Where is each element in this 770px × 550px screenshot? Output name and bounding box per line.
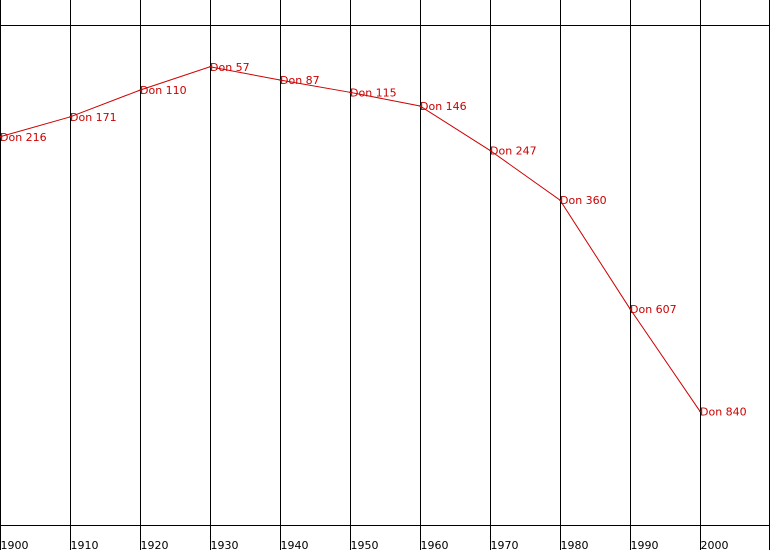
x-tick-label-2000: 2000: [701, 539, 729, 550]
series-point-1940: [279, 79, 281, 81]
x-tick-label-1970: 1970: [491, 539, 519, 550]
point-label-1970: Don 247: [490, 144, 537, 157]
series-point-1930: [209, 66, 211, 68]
series-point-1960: [419, 105, 421, 107]
point-label-1930: Don 57: [210, 61, 250, 74]
x-tick-label-1910: 1910: [71, 539, 99, 550]
point-label-1960: Don 146: [420, 100, 467, 113]
point-label-2000: Don 840: [700, 405, 747, 418]
series-point-1950: [349, 91, 351, 94]
series-point-1990: [629, 308, 631, 310]
point-label-1920: Don 110: [140, 84, 187, 97]
x-tick-label-1960: 1960: [421, 539, 449, 550]
point-label-1990: Don 607: [630, 303, 677, 316]
point-label-1950: Don 115: [350, 86, 397, 99]
x-tick-label-1950: 1950: [351, 539, 379, 550]
x-tick-label-1920: 1920: [141, 539, 169, 550]
series-point-1970: [489, 149, 491, 152]
point-label-1910: Don 171: [70, 111, 117, 124]
chart-series: [0, 66, 701, 413]
point-label-1980: Don 360: [560, 194, 607, 207]
x-tick-label-1990: 1990: [631, 539, 659, 550]
series-point-1900: [0, 135, 1, 138]
chart-x-tick-labels: 1900 1910 1920 1930 1940 1950 1960 1970 1980 1990…: [1, 539, 729, 550]
chart-point-labels: Don 216 Don 171 Don 110 Don 57 Don 87 Don 115…: [0, 61, 747, 419]
point-label-1900: Don 216: [0, 131, 47, 144]
x-tick-label-1940: 1940: [281, 539, 309, 550]
x-tick-label-1900: 1900: [1, 539, 29, 550]
series-point-1980: [559, 199, 561, 201]
x-tick-label-1930: 1930: [211, 539, 239, 550]
series-point-1920: [139, 89, 141, 91]
x-tick-label-1980: 1980: [561, 539, 589, 550]
point-label-1940: Don 87: [280, 74, 320, 87]
series-point-2000: [699, 410, 701, 413]
series-point-1910: [69, 116, 71, 118]
